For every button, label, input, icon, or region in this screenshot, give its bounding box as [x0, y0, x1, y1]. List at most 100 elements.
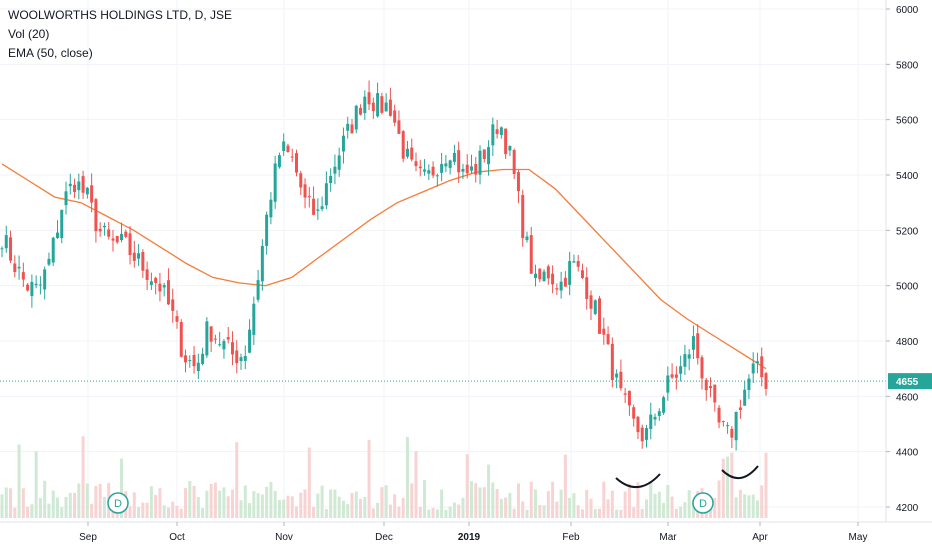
- candle-body: [132, 252, 136, 261]
- candle-body: [632, 407, 636, 419]
- candle-body: [128, 233, 132, 256]
- dividend-marker-circle: [107, 492, 129, 514]
- volume-bar: [184, 488, 188, 518]
- candle-body: [683, 354, 687, 367]
- candle-body: [371, 102, 375, 112]
- candle-body: [627, 390, 631, 406]
- volume-bar: [145, 502, 149, 518]
- volume-bar: [551, 481, 555, 518]
- candle-body: [81, 176, 85, 193]
- candle-body: [440, 163, 444, 173]
- volume-bar: [81, 436, 85, 518]
- legend-ema[interactable]: EMA (50, close): [8, 46, 93, 60]
- dividend-marker-label: D: [699, 498, 707, 510]
- candle-body: [704, 379, 708, 391]
- volume-bar: [175, 505, 179, 518]
- volume-bar: [615, 509, 619, 518]
- volume-bar: [77, 483, 81, 518]
- candle-body: [0, 248, 4, 250]
- volume-bar: [132, 492, 136, 518]
- candle-body: [598, 298, 602, 334]
- candle-body: [359, 107, 363, 115]
- volume-bar: [568, 497, 572, 518]
- volume-bar: [401, 497, 405, 518]
- candle-body: [504, 128, 508, 155]
- candle-body: [9, 237, 13, 261]
- y-tick-label: 5200: [896, 226, 919, 237]
- candle-body: [312, 198, 316, 215]
- volume-bar: [166, 507, 170, 518]
- volume-bar: [627, 483, 631, 518]
- candle-body: [38, 284, 42, 286]
- volume-bar: [256, 493, 260, 518]
- volume-bar: [580, 509, 584, 518]
- volume-bar: [397, 506, 401, 518]
- time-axis[interactable]: Sep Oct Nov Dec 2019 Feb Mar Apr May: [0, 521, 932, 543]
- legend-title[interactable]: WOOLWORTHS HOLDINGS LTD, D, JSE: [8, 8, 233, 22]
- volume-bar: [726, 456, 730, 518]
- volume-bar: [760, 485, 764, 518]
- volume-bar: [687, 490, 691, 518]
- volume-bar: [662, 502, 666, 518]
- price-axis[interactable]: 4200 4400 4600 4800 5000 5200 5400 5600 5800 6000: [885, 0, 919, 522]
- volume-bar: [448, 506, 452, 518]
- candle-body: [209, 326, 213, 342]
- volume-bar: [504, 497, 508, 518]
- candle-body: [644, 428, 648, 440]
- volume-bar: [333, 489, 337, 518]
- volume-bar: [230, 489, 234, 518]
- candle-body: [363, 96, 367, 114]
- x-tick-label: Feb: [562, 532, 580, 543]
- candle-body: [145, 269, 149, 281]
- candle-body: [384, 102, 388, 112]
- volume-bar: [158, 488, 162, 518]
- volume-bar: [312, 506, 316, 518]
- volume-bar: [21, 488, 25, 518]
- candle-body: [568, 261, 572, 285]
- volume-bar: [350, 492, 354, 518]
- legend-volume[interactable]: Vol (20): [8, 27, 50, 41]
- candle-body: [124, 231, 128, 237]
- volume-bar: [248, 503, 252, 518]
- candle-body: [414, 161, 418, 167]
- volume-bar: [376, 502, 380, 518]
- ema-line: [1, 163, 767, 370]
- candle-body: [47, 258, 51, 265]
- candle-body: [94, 199, 98, 232]
- candle-body: [700, 357, 704, 379]
- candle-body: [640, 427, 644, 442]
- volume-bar: [512, 508, 516, 518]
- volume-bar: [0, 494, 4, 518]
- volume-bar: [529, 481, 533, 518]
- candle-body: [491, 124, 495, 146]
- volume-bar: [546, 491, 550, 518]
- volume-bar: [179, 508, 183, 518]
- candle-body: [487, 147, 491, 165]
- volume-bar: [64, 496, 68, 518]
- x-tick-label: 2019: [458, 532, 481, 543]
- last-price-label: 4655: [896, 377, 919, 388]
- candle-body: [585, 277, 589, 300]
- volume-bar: [324, 509, 328, 518]
- volume-bar: [38, 498, 42, 518]
- volume-bar: [683, 502, 687, 518]
- volume-bar: [764, 452, 768, 518]
- volume-bar: [499, 498, 503, 518]
- candle-body: [367, 92, 371, 105]
- candle-body: [747, 378, 751, 391]
- candle-body: [670, 374, 674, 378]
- volume-bar: [162, 505, 166, 518]
- candle-body: [295, 153, 299, 173]
- candle-body: [77, 181, 81, 191]
- volume-bar: [751, 494, 755, 518]
- candle-body: [572, 261, 576, 263]
- candle-body: [60, 209, 64, 239]
- candle-body: [751, 363, 755, 374]
- volume-bar: [9, 488, 13, 518]
- volume-bar: [427, 509, 431, 518]
- volume-bar: [538, 505, 542, 518]
- volume-bar: [201, 508, 205, 518]
- volume-bar: [188, 481, 192, 518]
